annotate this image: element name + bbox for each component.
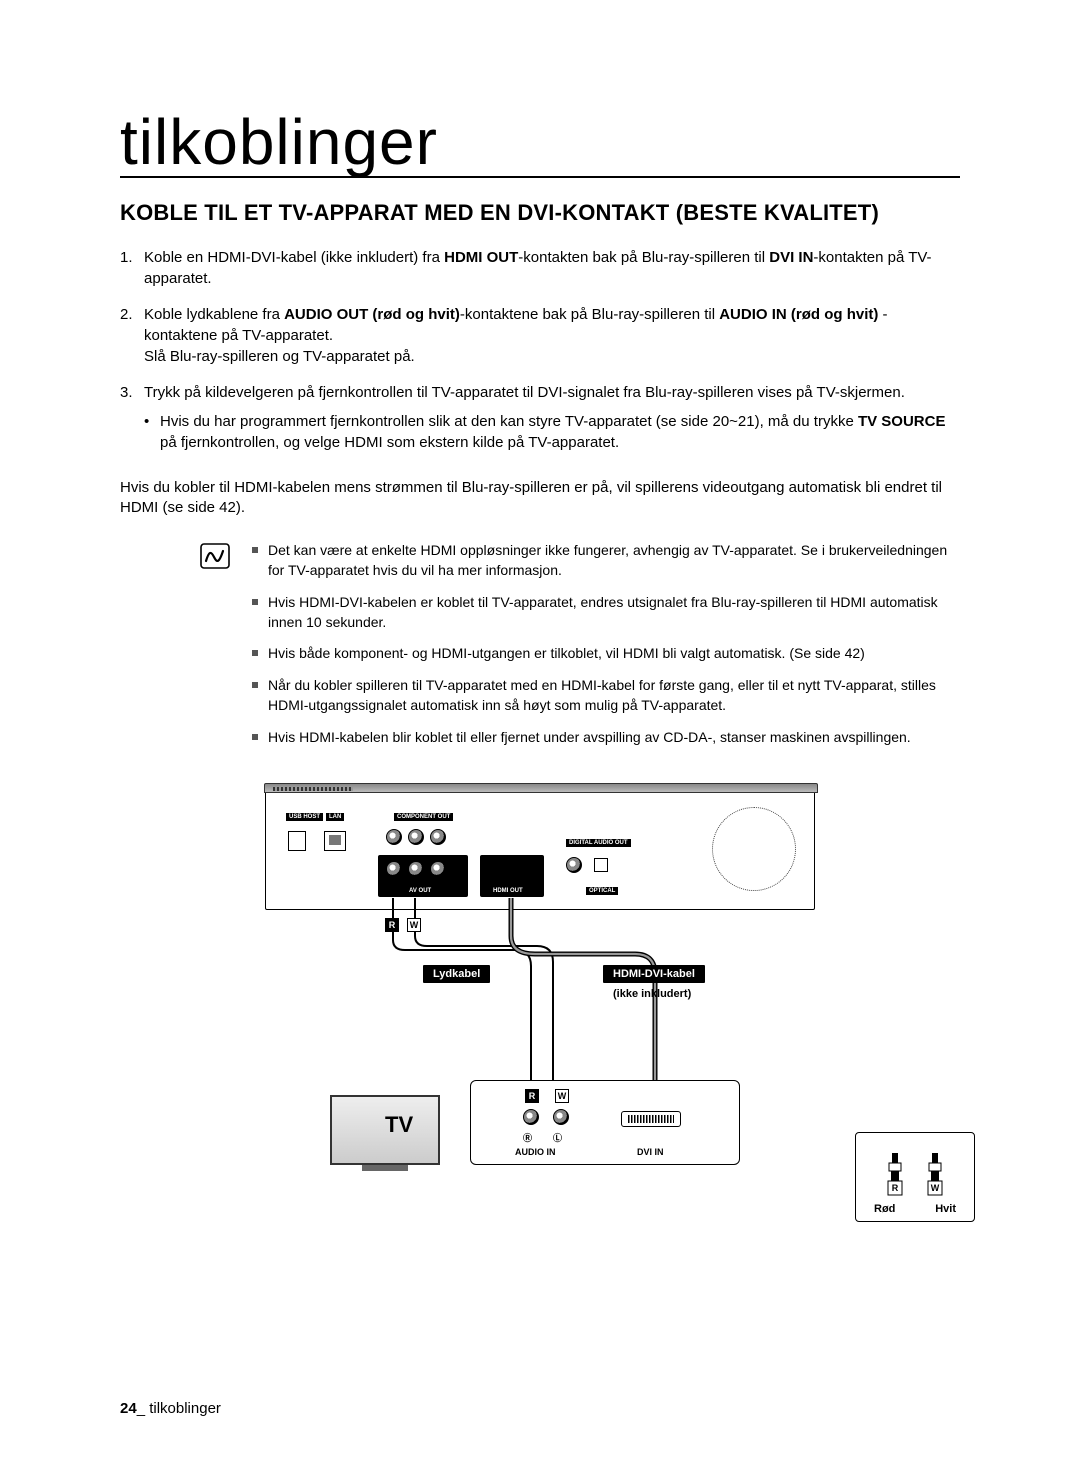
- list-item: Trykk på kildevelgeren på fjernkontrolle…: [120, 383, 960, 453]
- text: Slå Blu-ray-spilleren og TV-apparatet på…: [144, 348, 415, 365]
- legend-white-label: Hvit: [935, 1203, 956, 1215]
- instruction-list: Koble en HDMI-DVI-kabel (ikke inkludert)…: [120, 248, 960, 454]
- player-rear-panel: USB HOST LAN COMPONENT OUT AV OUT HDMI O…: [265, 790, 815, 910]
- component-jack: [386, 829, 402, 845]
- usb-port: [288, 831, 306, 851]
- tv-audio-jack-l: [553, 1109, 569, 1125]
- text-bold: DVI IN: [769, 249, 813, 266]
- usb-label: USB HOST: [286, 813, 323, 821]
- page-footer: 24_ tilkoblinger: [120, 1400, 221, 1417]
- note-item: Når du kobler spilleren til TV-apparatet…: [252, 676, 960, 716]
- not-included-label: (ikke inkludert): [613, 988, 691, 1000]
- body-paragraph: Hvis du kobler til HDMI-kabelen mens str…: [120, 478, 960, 519]
- optical-port: [594, 858, 608, 872]
- tv-audio-jack-r: [523, 1109, 539, 1125]
- note-item: Hvis HDMI-DVI-kabelen er koblet til TV-a…: [252, 593, 960, 633]
- rca-plug-red-icon: R: [886, 1153, 904, 1201]
- audio-out-jack-w: [408, 861, 424, 877]
- footer-sep: _: [137, 1400, 145, 1417]
- tv-marker-w: W: [555, 1089, 569, 1103]
- text: Trykk på kildevelgeren på fjernkontrolle…: [144, 384, 905, 401]
- avout-label: AV OUT: [406, 887, 434, 895]
- tv-connector-panel: R W Ⓡ Ⓛ AUDIO IN DVI IN: [470, 1080, 740, 1165]
- note-list: Det kan være at enkelte HDMI oppløsninge…: [252, 541, 960, 760]
- connection-diagram: USB HOST LAN COMPONENT OUT AV OUT HDMI O…: [215, 790, 865, 1240]
- cable-marker-w: W: [407, 918, 421, 932]
- optical-label: OPTICAL: [586, 887, 618, 895]
- component-label: COMPONENT OUT: [394, 813, 453, 821]
- hdmi-out-label: HDMI OUT: [490, 887, 526, 895]
- audio-out-jack-r: [386, 861, 402, 877]
- rca-plug-white-icon: W: [926, 1153, 944, 1201]
- component-jack: [430, 829, 446, 845]
- text: -kontakten bak på Blu-ray-spilleren til: [518, 249, 769, 266]
- lan-label: LAN: [326, 813, 344, 821]
- text: Koble en HDMI-DVI-kabel (ikke inkludert)…: [144, 249, 444, 266]
- digital-coax-jack: [566, 857, 582, 873]
- fan-vent: [712, 807, 796, 891]
- tv-marker-r: R: [525, 1089, 539, 1103]
- video-out-jack: [430, 861, 446, 877]
- digital-label: DIGITAL AUDIO OUT: [566, 839, 631, 847]
- list-subitem: Hvis du har programmert fjernkontrollen …: [144, 412, 960, 453]
- hdmi-port: [492, 867, 532, 877]
- svg-text:R: R: [892, 1183, 899, 1193]
- svg-text:W: W: [931, 1183, 940, 1193]
- text: Hvis du har programmert fjernkontrollen …: [160, 413, 858, 430]
- page-number: 24: [120, 1400, 137, 1417]
- hdmi-dvi-cable-label: HDMI-DVI-kabel: [603, 965, 705, 983]
- page-title: tilkoblinger: [120, 110, 960, 178]
- note-item: Hvis HDMI-kabelen blir koblet til eller …: [252, 728, 960, 748]
- list-item: Koble en HDMI-DVI-kabel (ikke inkludert)…: [120, 248, 960, 289]
- text-bold: HDMI OUT: [444, 249, 518, 266]
- tv-label: TV: [385, 1112, 413, 1138]
- legend-red-label: Rød: [874, 1203, 895, 1215]
- text: -kontaktene bak på Blu-ray-spilleren til: [460, 306, 719, 323]
- text-bold: AUDIO IN (rød og hvit): [719, 306, 878, 323]
- text: Koble lydkablene fra: [144, 306, 284, 323]
- player-top-edge: [264, 783, 818, 793]
- text-bold: AUDIO OUT (rød og hvit): [284, 306, 460, 323]
- tv-l-circle: Ⓛ: [553, 1131, 562, 1144]
- section-heading: KOBLE TIL ET TV-APPARAT MED EN DVI-KONTA…: [120, 200, 960, 226]
- text-bold: TV SOURCE: [858, 413, 946, 430]
- note-item: Det kan være at enkelte HDMI oppløsninge…: [252, 541, 960, 581]
- dvi-port: [621, 1111, 681, 1127]
- text: på fjernkontrollen, og velge HDMI som ek…: [160, 434, 619, 451]
- list-item: Koble lydkablene fra AUDIO OUT (rød og h…: [120, 305, 960, 367]
- component-jack: [408, 829, 424, 845]
- note-icon: [200, 543, 230, 760]
- audio-in-label: AUDIO IN: [515, 1147, 556, 1157]
- footer-section: tilkoblinger: [145, 1400, 221, 1417]
- note-item: Hvis både komponent- og HDMI-utgangen er…: [252, 644, 960, 664]
- note-block: Det kan være at enkelte HDMI oppløsninge…: [120, 541, 960, 760]
- tv-r-circle: Ⓡ: [523, 1131, 532, 1144]
- rca-legend: R W Rød Hvit: [855, 1132, 975, 1222]
- cable-marker-r: R: [385, 918, 399, 932]
- lan-port: [324, 831, 346, 851]
- dvi-in-label: DVI IN: [637, 1147, 664, 1157]
- audio-cable-label: Lydkabel: [423, 965, 490, 983]
